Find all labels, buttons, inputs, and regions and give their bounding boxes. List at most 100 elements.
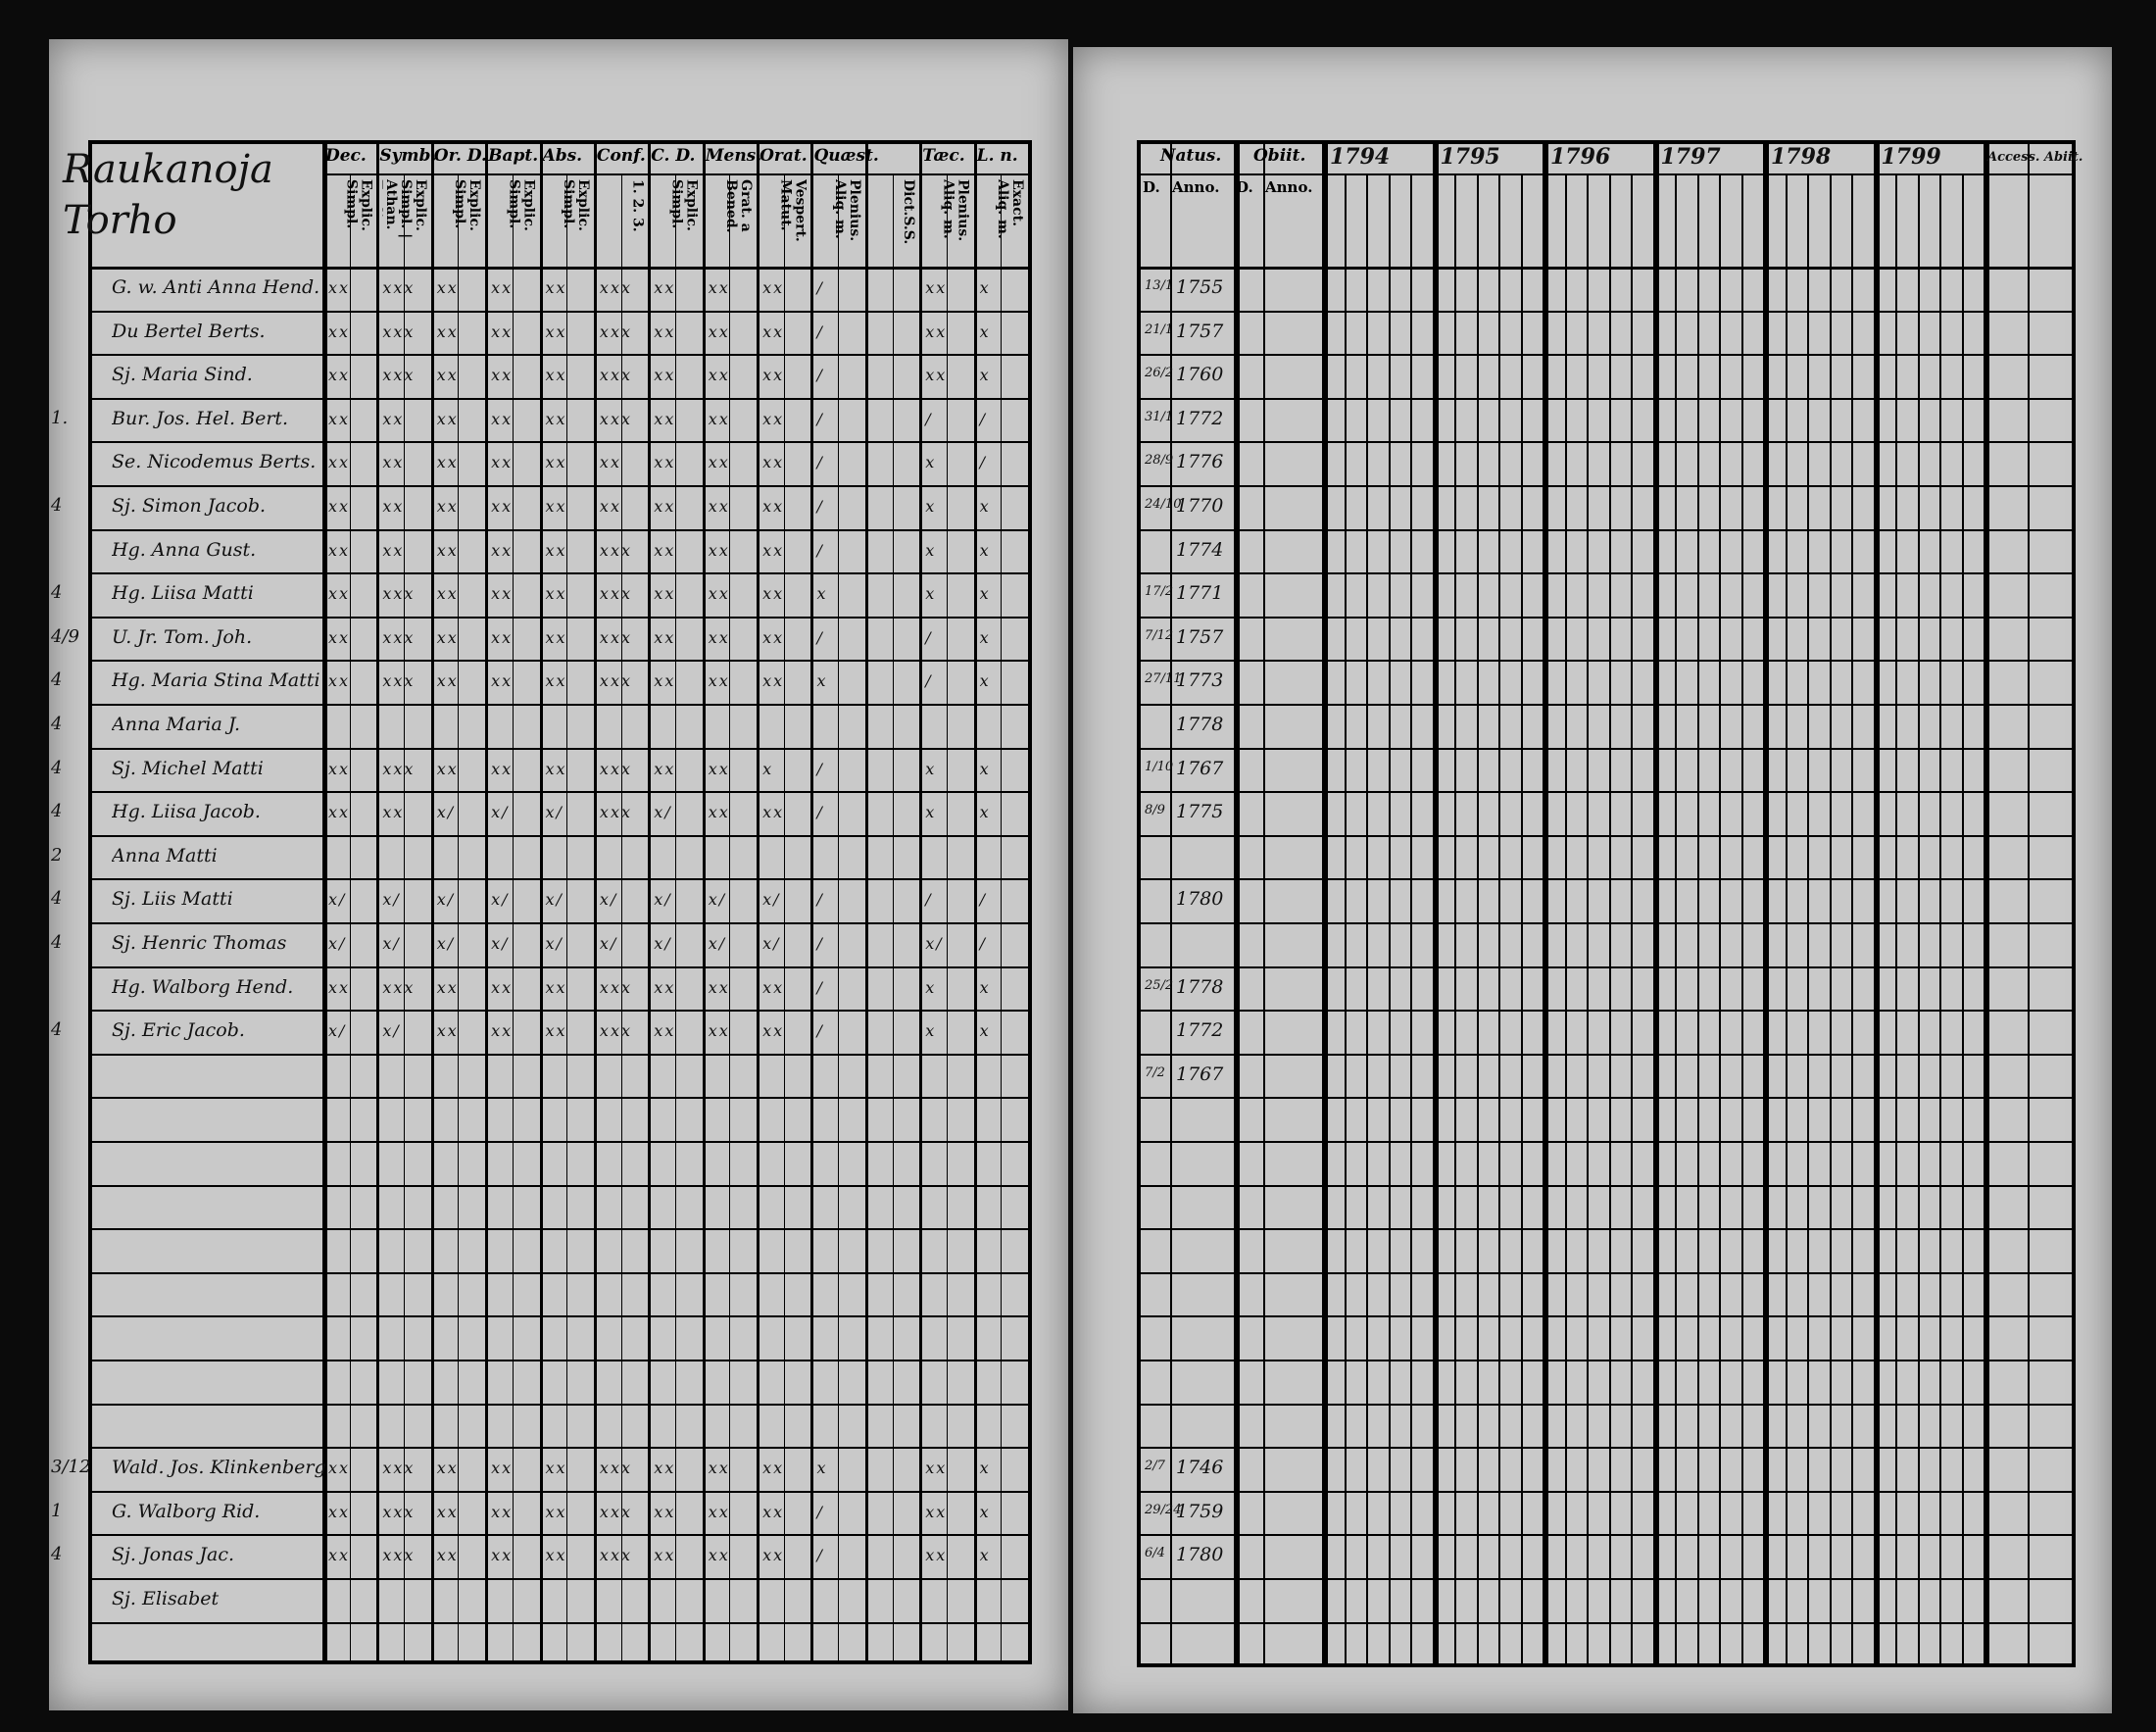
row-mark: / (816, 278, 824, 297)
row-mark: x (979, 1502, 991, 1521)
header-label-line (1141, 173, 2072, 175)
row-mark: xx (328, 977, 351, 997)
row-mark: / (816, 627, 824, 647)
year-subdivider (1366, 173, 1368, 1663)
row-mark: xx (436, 1502, 459, 1521)
row-mark: x/ (654, 934, 672, 953)
year-subdivider (1410, 173, 1412, 1663)
birth-year: 1775 (1176, 801, 1224, 823)
column-header-6: C. D. (651, 146, 696, 166)
row-line (1141, 528, 2072, 531)
row-mark: xx (382, 497, 405, 516)
birth-day: 2/7 (1145, 1459, 1165, 1474)
header-bottom-line (92, 267, 1028, 270)
row-mark: x/ (491, 934, 510, 953)
row-mark: x/ (328, 1021, 347, 1041)
column-header-0: Dec. (325, 146, 367, 166)
accessit-abiit-header: Access. Abiit. (1987, 150, 2083, 165)
row-margin-note: 4 (51, 714, 63, 734)
row-mark: / (816, 540, 824, 560)
row-mark: / (816, 409, 824, 428)
row-line (1141, 1447, 2072, 1450)
row-mark: / (816, 366, 824, 385)
row-mark: xxx (382, 1459, 416, 1478)
row-line (1141, 616, 2072, 619)
row-mark: xxx (599, 803, 632, 822)
row-mark: xx (382, 803, 405, 822)
year-subdivider (1520, 173, 1523, 1663)
row-mark: xxx (599, 409, 632, 428)
column-divider (919, 144, 923, 1660)
row-mark: / (816, 497, 824, 516)
row-mark: xx (545, 409, 567, 428)
row-mark: xx (708, 759, 730, 778)
row-mark: xx (708, 278, 730, 297)
column-header-4: Abs. (542, 146, 583, 166)
column-header-7: Mens. (705, 146, 762, 166)
row-mark: x/ (382, 1021, 401, 1041)
row-mark: xxx (599, 366, 632, 385)
row-mark: xxx (382, 977, 416, 997)
row-name: Sj. Elisabet (112, 1588, 220, 1609)
row-margin-note: 4 (51, 801, 63, 822)
row-line (1141, 310, 2072, 313)
row-line (1141, 1271, 2072, 1274)
birth-day: 8/9 (1145, 803, 1165, 818)
row-mark: xx (654, 759, 676, 778)
year-subdivider (1564, 173, 1567, 1663)
row-margin-note: 4 (51, 932, 63, 953)
subcolumn-divider (1001, 173, 1003, 1660)
year-subdivider (1895, 173, 1897, 1663)
row-mark: xx (654, 366, 676, 385)
row-mark: xx (545, 977, 567, 997)
row-mark: xx (654, 1459, 676, 1478)
row-line (1141, 1097, 2072, 1100)
birth-day: 13/1 (1145, 278, 1174, 293)
birth-year: 1767 (1176, 1063, 1224, 1085)
column-subheader-7: Grat. a Bened. (723, 179, 754, 233)
row-line (92, 965, 1028, 968)
row-mark: xxx (382, 278, 416, 297)
row-mark: xx (328, 1502, 351, 1521)
row-mark: x/ (654, 890, 672, 910)
row-name: Hg. Maria Stina Matti (112, 669, 320, 692)
row-mark: xx (382, 453, 405, 472)
row-mark: xx (545, 627, 567, 647)
row-line (1141, 1053, 2072, 1056)
column-subheader-8: Vespert. Matut. (777, 179, 808, 242)
row-line (1141, 1578, 2072, 1580)
row-mark: x (979, 1021, 991, 1041)
row-mark: xx (436, 497, 459, 516)
row-margin-note: 1. (51, 407, 69, 428)
row-name: Bur. Jos. Hel. Bert. (112, 407, 289, 429)
row-line (92, 1097, 1028, 1100)
year-subdivider (1587, 173, 1589, 1663)
year-subdivider (1696, 173, 1699, 1663)
row-mark: x (816, 1459, 828, 1478)
row-mark: xx (436, 366, 459, 385)
row-mark: x (816, 584, 828, 604)
column-header-9: Quæst. (813, 146, 879, 166)
year-header-1799: 1799 (1881, 144, 1941, 170)
row-mark: xx (545, 497, 567, 516)
row-mark: xx (491, 322, 514, 341)
year-subdivider (1851, 173, 1853, 1663)
year-subdivider (1454, 173, 1456, 1663)
row-mark: xx (436, 409, 459, 428)
column-subheader-6: Explic. Simpl. (668, 179, 699, 231)
right-page: Natus. Obiit. D. Anno. D. Anno. 1794 1795 1796 17… (1073, 47, 2112, 1713)
row-mark: xxx (599, 322, 632, 341)
subcolumn-divider (783, 173, 785, 1660)
row-mark: xx (328, 627, 351, 647)
year-divider (1763, 144, 1769, 1663)
row-line (1141, 747, 2072, 750)
column-divider (648, 144, 652, 1660)
row-mark: xx (328, 1546, 351, 1565)
row-mark: xx (436, 278, 459, 297)
row-mark: x/ (762, 890, 781, 910)
row-mark: xx (762, 1546, 785, 1565)
accessit-divider (1984, 144, 1989, 1663)
column-divider (757, 144, 760, 1660)
row-margin-note: 2 (51, 844, 63, 866)
column-subheader-12: Exact. Aliq. m. (994, 179, 1024, 239)
